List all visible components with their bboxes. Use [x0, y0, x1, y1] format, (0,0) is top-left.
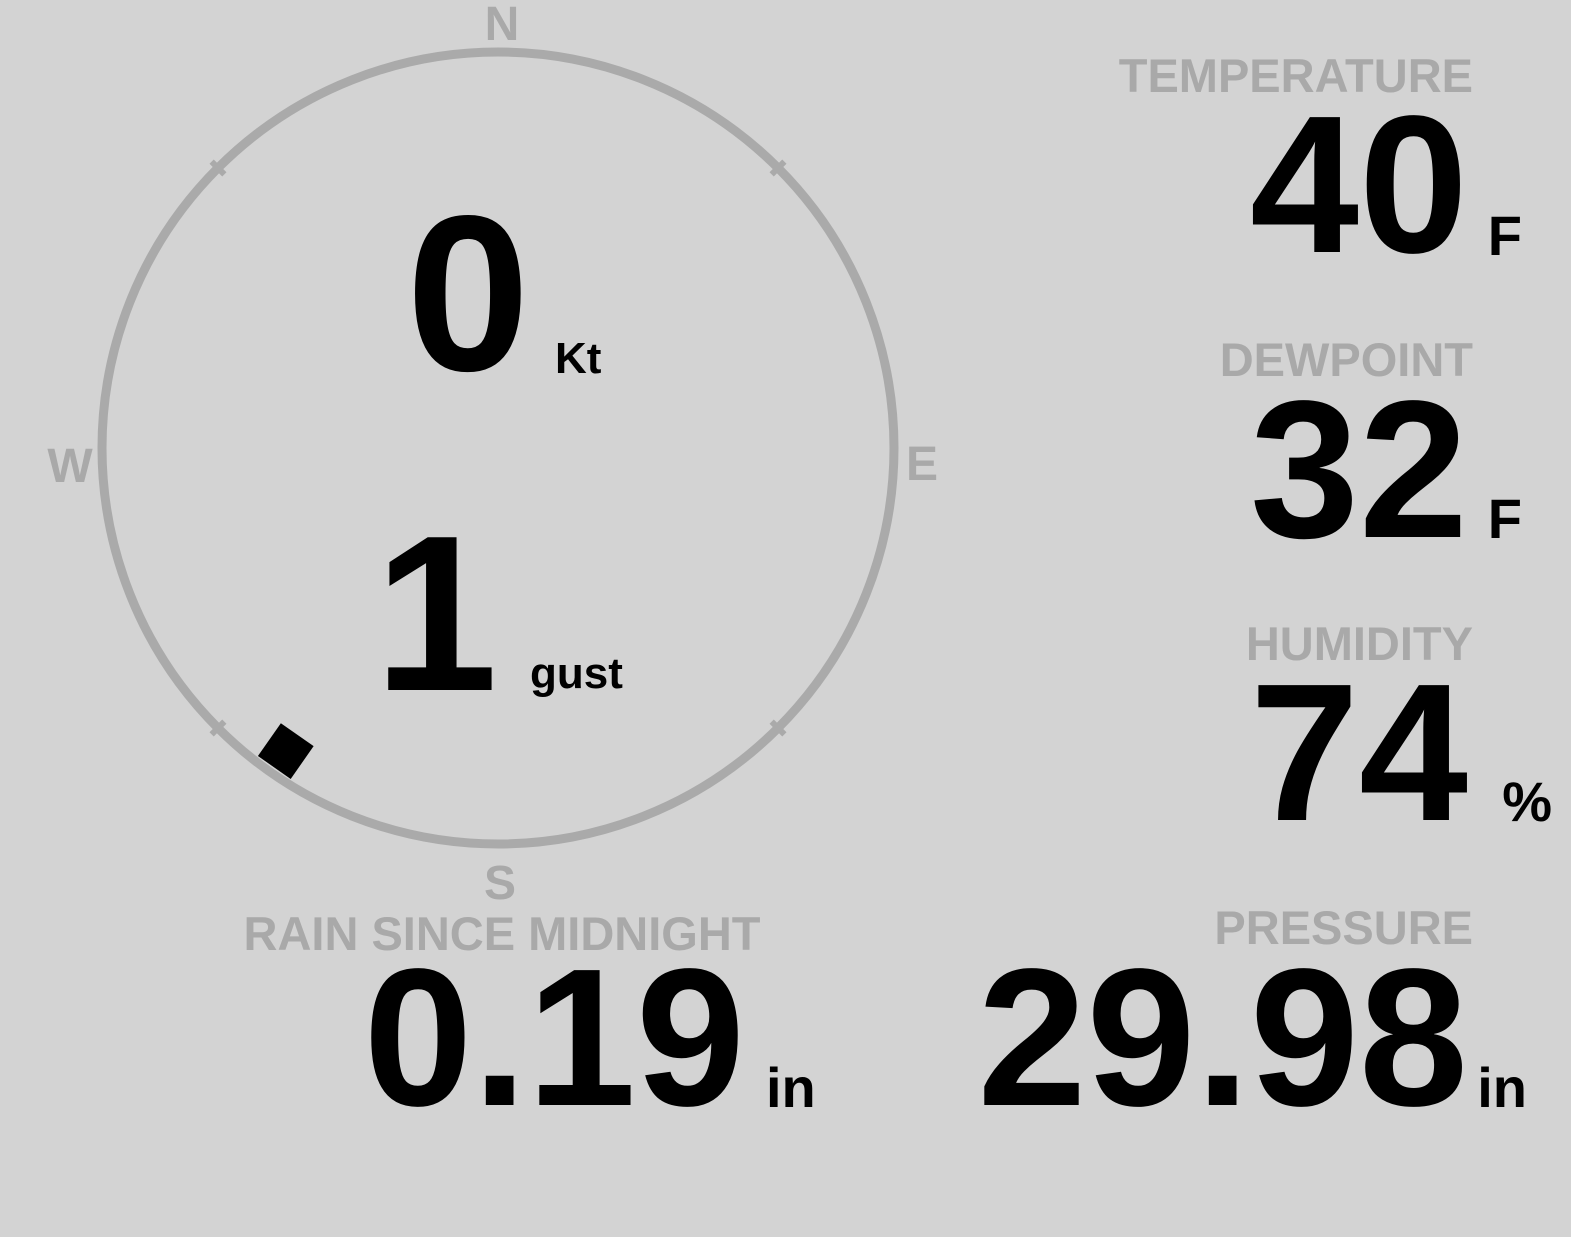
wind-gust-unit: gust — [530, 649, 623, 698]
compass-east-label: E — [906, 438, 938, 491]
temperature-value: 40 — [1250, 75, 1468, 294]
compass-ticks — [209, 159, 787, 737]
wind-gust-value: 1 — [374, 490, 497, 738]
compass-tick — [209, 159, 227, 177]
rain-unit: in — [766, 1056, 816, 1119]
pressure-unit: in — [1477, 1056, 1527, 1119]
wind-speed-unit: Kt — [555, 334, 602, 383]
rain-panel: RAIN SINCE MIDNIGHT 0.19 in — [244, 907, 816, 1147]
humidity-value: 74 — [1250, 643, 1468, 862]
wind-speed-value: 0 — [406, 170, 529, 418]
compass-tick — [769, 719, 787, 737]
temperature-panel: TEMPERATURE 40 F — [1119, 49, 1522, 294]
dewpoint-panel: DEWPOINT 32 F — [1220, 333, 1522, 579]
humidity-panel: HUMIDITY 74 % — [1246, 617, 1552, 862]
pressure-value: 29.98 — [978, 928, 1468, 1147]
rain-value: 0.19 — [364, 928, 745, 1147]
dewpoint-label: DEWPOINT — [1220, 333, 1474, 386]
temperature-unit: F — [1488, 204, 1522, 267]
compass-tick — [209, 719, 227, 737]
pressure-panel: PRESSURE 29.98 in — [978, 901, 1527, 1147]
humidity-label: HUMIDITY — [1246, 617, 1473, 670]
compass-tick — [769, 159, 787, 177]
pressure-label: PRESSURE — [1214, 901, 1473, 954]
wind-direction-marker — [257, 723, 314, 779]
compass-ring — [97, 47, 899, 849]
compass-south-label: S — [484, 857, 516, 910]
compass-west-label: W — [47, 440, 93, 493]
rain-label: RAIN SINCE MIDNIGHT — [244, 907, 761, 960]
humidity-unit: % — [1502, 770, 1552, 833]
temperature-label: TEMPERATURE — [1119, 49, 1473, 102]
wind-compass: N E S W 0 Kt 1 gust — [47, 0, 938, 910]
dewpoint-value: 32 — [1250, 360, 1468, 579]
dewpoint-unit: F — [1488, 487, 1522, 550]
compass-north-label: N — [485, 0, 520, 51]
